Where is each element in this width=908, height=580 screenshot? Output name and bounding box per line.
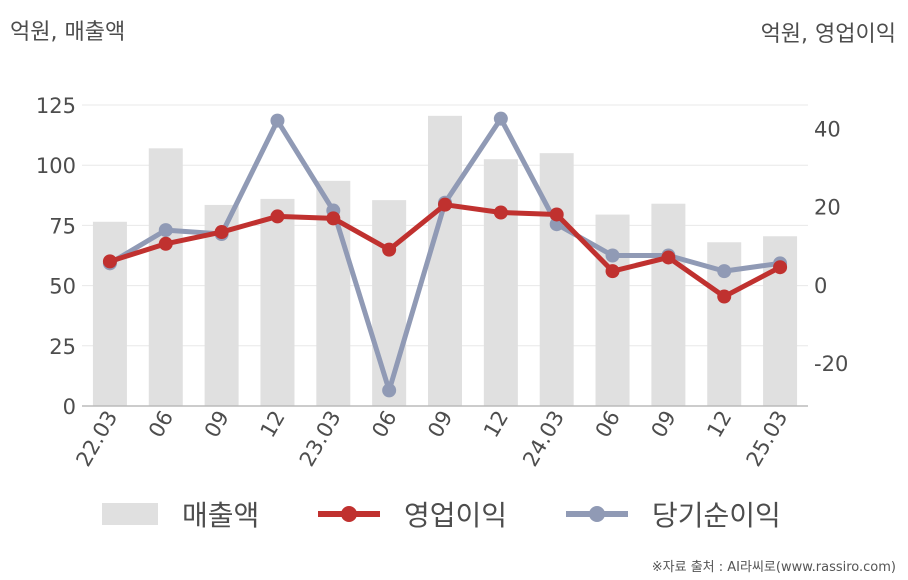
right-axis-unit: 억원, 영업이익 xyxy=(760,22,896,47)
operating-profit-point xyxy=(102,254,117,269)
operating-profit-point xyxy=(270,209,285,224)
net-income-point xyxy=(158,223,173,238)
x-tick-label: 06 xyxy=(367,407,401,442)
operating-profit-point xyxy=(661,250,676,265)
x-tick-label: 12 xyxy=(702,407,736,442)
net-income-point xyxy=(493,111,508,126)
right-tick-label: -20 xyxy=(814,352,848,376)
legend: 매출액 영업이익 당기순이익 xyxy=(102,499,781,532)
x-tick-label: 24.03 xyxy=(518,407,569,471)
left-axis-ticks: 0 25 50 75 100 125 xyxy=(36,94,76,419)
x-axis-ticks: 22.03 06 09 12 23.03 06 09 12 24.03 06 09 12 25.03 xyxy=(71,407,792,471)
source-note: ※자료 출처 : AI라씨로(www.rassiro.com) xyxy=(651,560,896,575)
legend-marker-net-income xyxy=(589,506,605,522)
x-tick-label: 09 xyxy=(423,407,457,442)
operating-profit-point xyxy=(493,205,508,220)
x-tick-label: 23.03 xyxy=(295,407,346,471)
operating-profit-point xyxy=(438,197,452,212)
x-tick-label: 25.03 xyxy=(742,407,793,471)
line-series xyxy=(102,111,788,398)
operating-profit-point xyxy=(717,289,732,304)
operating-profit-point xyxy=(326,211,341,226)
operating-profit-point xyxy=(382,242,397,257)
operating-profit-point xyxy=(158,236,173,251)
operating-profit-point xyxy=(773,260,788,275)
x-tick-label: 09 xyxy=(647,407,681,442)
left-tick-label: 125 xyxy=(36,94,76,118)
x-tick-label: 12 xyxy=(479,407,513,442)
operating-profit-point xyxy=(214,225,229,240)
legend-label-operating-profit: 영업이익 xyxy=(404,499,507,532)
right-tick-label: 20 xyxy=(814,196,841,220)
left-tick-label: 25 xyxy=(49,335,76,359)
operating-profit-point xyxy=(549,207,564,222)
x-tick-label: 09 xyxy=(200,407,234,442)
right-tick-label: 0 xyxy=(814,274,827,298)
bar-series-sales xyxy=(92,115,798,406)
bar-sales xyxy=(260,198,295,406)
bar-sales xyxy=(539,153,574,406)
right-tick-label: 40 xyxy=(814,117,841,141)
legend-swatch-sales xyxy=(102,503,158,525)
left-tick-label: 50 xyxy=(49,275,76,299)
x-tick-label: 06 xyxy=(591,407,625,442)
x-tick-label: 22.03 xyxy=(71,407,122,471)
legend-label-net-income: 당기순이익 xyxy=(652,499,781,532)
bar-sales xyxy=(372,200,407,406)
bar-sales xyxy=(92,221,127,406)
bar-sales xyxy=(428,115,462,406)
bar-sales xyxy=(651,203,686,406)
net-income-point xyxy=(717,264,732,279)
left-tick-label: 75 xyxy=(49,214,76,238)
left-tick-label: 0 xyxy=(63,395,76,419)
bar-sales xyxy=(595,214,630,406)
x-tick-label: 12 xyxy=(256,407,290,442)
left-axis-unit: 억원, 매출액 xyxy=(10,20,126,45)
legend-label-sales: 매출액 xyxy=(182,499,259,532)
bar-sales xyxy=(483,159,518,406)
legend-marker-operating-profit xyxy=(341,506,357,522)
bar-sales xyxy=(148,148,183,406)
net-income-point xyxy=(605,248,620,263)
right-axis-ticks: -20 0 20 40 xyxy=(814,117,848,376)
net-income-point xyxy=(270,113,285,128)
left-tick-label: 100 xyxy=(36,154,76,178)
net-income-point xyxy=(382,383,397,398)
operating-profit-point xyxy=(605,264,620,279)
x-tick-label: 06 xyxy=(144,407,178,442)
